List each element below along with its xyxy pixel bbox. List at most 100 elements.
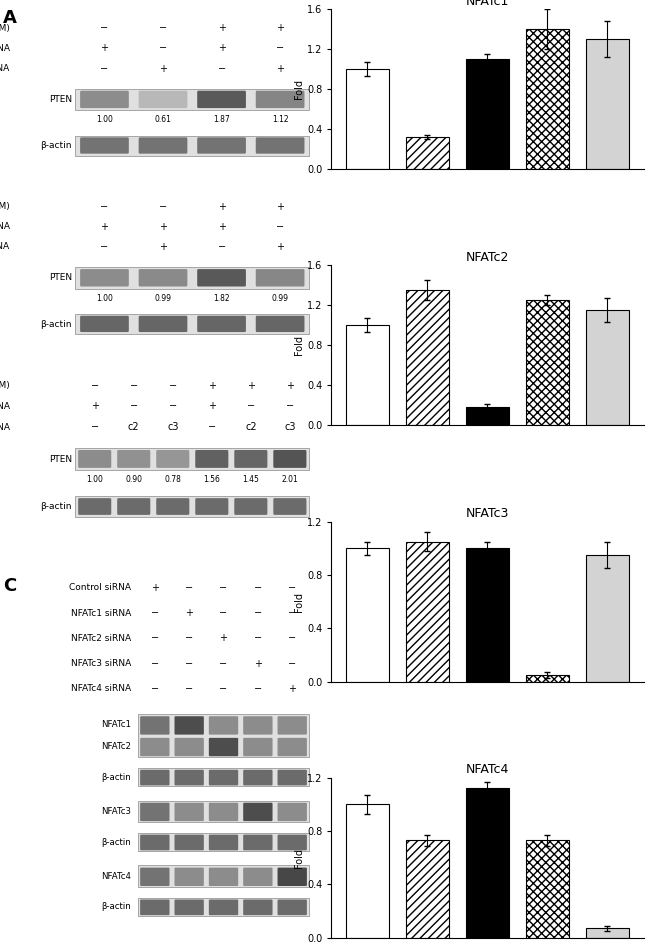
Text: −: − <box>90 422 99 432</box>
Text: +: + <box>101 222 109 232</box>
Text: Control siRNA: Control siRNA <box>0 402 10 411</box>
Text: −: − <box>169 381 177 390</box>
FancyBboxPatch shape <box>138 315 187 332</box>
Text: NFATc2: NFATc2 <box>101 742 131 751</box>
Text: +: + <box>218 222 226 232</box>
Text: 1.00: 1.00 <box>86 475 103 485</box>
FancyBboxPatch shape <box>138 833 309 851</box>
Text: −: − <box>151 658 159 669</box>
Text: +: + <box>286 381 294 390</box>
FancyBboxPatch shape <box>197 269 246 287</box>
Text: NaBT (5mM): NaBT (5mM) <box>0 24 10 33</box>
FancyBboxPatch shape <box>209 900 238 915</box>
Text: +: + <box>276 241 284 252</box>
FancyBboxPatch shape <box>243 803 272 821</box>
Text: −: − <box>151 684 159 694</box>
Text: 1.12: 1.12 <box>272 116 289 124</box>
Text: +: + <box>218 24 226 33</box>
Text: −: − <box>254 634 262 643</box>
Text: −: − <box>159 202 167 212</box>
Y-axis label: Fold: Fold <box>294 335 304 355</box>
Text: c3: c3 <box>167 422 179 432</box>
Text: PTEN: PTEN <box>49 455 72 463</box>
Text: −: − <box>169 402 177 411</box>
Text: NaBT (5 mM): NaBT (5 mM) <box>0 381 10 390</box>
Text: −: − <box>288 658 296 669</box>
Text: −: − <box>288 583 296 593</box>
Text: PTEN: PTEN <box>49 95 72 104</box>
FancyBboxPatch shape <box>243 738 272 757</box>
Text: −: − <box>247 402 255 411</box>
FancyBboxPatch shape <box>140 867 170 886</box>
Text: −: − <box>276 44 284 53</box>
Text: +: + <box>151 583 159 593</box>
Text: +: + <box>218 44 226 53</box>
Text: NFATc3: NFATc3 <box>101 807 131 816</box>
Text: −: − <box>90 381 99 390</box>
Text: −: − <box>286 402 294 411</box>
FancyBboxPatch shape <box>80 91 129 108</box>
FancyBboxPatch shape <box>75 267 309 289</box>
FancyBboxPatch shape <box>209 716 238 735</box>
Text: Control siRNA: Control siRNA <box>70 583 131 593</box>
Text: 1.82: 1.82 <box>213 294 230 303</box>
FancyBboxPatch shape <box>80 315 129 332</box>
Text: −: − <box>130 402 138 411</box>
Text: −: − <box>220 583 228 593</box>
FancyBboxPatch shape <box>255 315 304 332</box>
Text: −: − <box>151 608 159 618</box>
Bar <box>346 326 389 425</box>
FancyBboxPatch shape <box>138 137 187 153</box>
Bar <box>346 804 389 938</box>
Text: −: − <box>254 608 262 618</box>
Text: Control siRNA: Control siRNA <box>0 223 10 231</box>
FancyBboxPatch shape <box>278 867 307 886</box>
Text: −: − <box>185 634 193 643</box>
FancyBboxPatch shape <box>278 900 307 915</box>
FancyBboxPatch shape <box>75 314 309 334</box>
Text: +: + <box>159 222 167 232</box>
Text: +: + <box>159 63 167 74</box>
Title: NFATc4: NFATc4 <box>465 763 509 777</box>
FancyBboxPatch shape <box>273 450 306 468</box>
FancyBboxPatch shape <box>278 770 307 785</box>
Text: C: C <box>3 577 17 595</box>
FancyBboxPatch shape <box>273 498 306 515</box>
Bar <box>526 29 569 170</box>
Text: NFATc4 siRNA: NFATc4 siRNA <box>72 685 131 693</box>
FancyBboxPatch shape <box>174 834 204 850</box>
Text: −: − <box>220 684 228 694</box>
Bar <box>586 40 629 170</box>
Text: Control siRNA: Control siRNA <box>0 44 10 53</box>
Text: −: − <box>151 634 159 643</box>
FancyBboxPatch shape <box>255 137 304 153</box>
Text: c2: c2 <box>245 422 257 432</box>
FancyBboxPatch shape <box>75 496 309 517</box>
Text: 0.61: 0.61 <box>155 116 172 124</box>
Text: −: − <box>130 381 138 390</box>
Title: NFATc1: NFATc1 <box>465 0 509 9</box>
Text: −: − <box>159 24 167 33</box>
FancyBboxPatch shape <box>174 803 204 821</box>
Text: −: − <box>100 63 109 74</box>
Text: NaBT (5 mM): NaBT (5 mM) <box>0 203 10 211</box>
Bar <box>406 542 449 682</box>
Text: −: − <box>185 684 193 694</box>
Text: NFATc4: NFATc4 <box>101 872 131 881</box>
FancyBboxPatch shape <box>140 803 170 821</box>
Text: 2.01: 2.01 <box>281 475 298 485</box>
FancyBboxPatch shape <box>117 498 150 515</box>
Text: NFATc3 siRNA: NFATc3 siRNA <box>71 659 131 669</box>
Text: 1.45: 1.45 <box>242 475 259 485</box>
FancyBboxPatch shape <box>138 800 309 822</box>
Bar <box>346 69 389 170</box>
Text: 0.90: 0.90 <box>125 475 142 485</box>
FancyBboxPatch shape <box>174 738 204 757</box>
Text: −: − <box>185 658 193 669</box>
FancyBboxPatch shape <box>278 716 307 735</box>
Text: −: − <box>220 608 228 618</box>
Text: −: − <box>254 583 262 593</box>
Text: −: − <box>218 63 226 74</box>
FancyBboxPatch shape <box>209 770 238 785</box>
FancyBboxPatch shape <box>138 714 309 758</box>
